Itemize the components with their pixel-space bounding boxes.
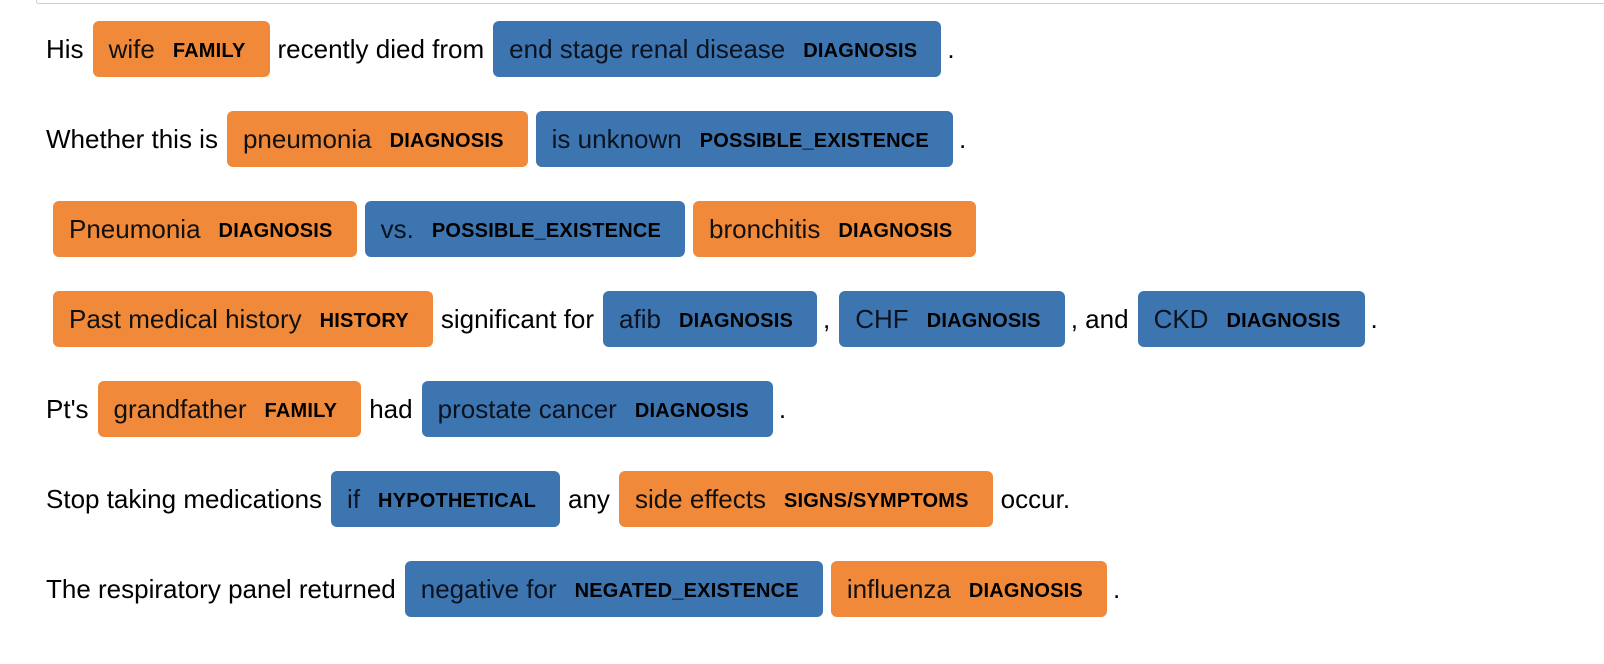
entity-label: DIAGNOSIS xyxy=(389,129,504,152)
sentence-row: Stop taking medications if HYPOTHETICAL any… xyxy=(46,470,1604,528)
entity-span[interactable]: if HYPOTHETICAL xyxy=(331,471,561,527)
entity-span[interactable]: afib DIAGNOSIS xyxy=(603,291,818,347)
entity-span[interactable]: CKD DIAGNOSIS xyxy=(1137,291,1365,347)
punctuation-text: , xyxy=(823,304,831,334)
sentence-row: Pneumonia DIAGNOSIS vs. POSSIBLE_EXISTENCE b… xyxy=(46,200,1604,258)
entity-text: afib xyxy=(619,303,661,334)
sentence-text: significant for xyxy=(440,304,595,334)
entity-span[interactable]: Past medical history HISTORY xyxy=(53,291,433,347)
sentence-row: Past medical history HISTORY significant f… xyxy=(46,290,1604,348)
entity-text: prostate cancer xyxy=(437,393,617,424)
entity-span[interactable]: CHF DIAGNOSIS xyxy=(839,291,1065,347)
entity-label: DIAGNOSIS xyxy=(678,309,794,332)
punctuation-text: . xyxy=(958,124,967,154)
sentence-text: His xyxy=(46,34,84,64)
sentence-text: any xyxy=(568,484,610,514)
entity-span[interactable]: Pneumonia DIAGNOSIS xyxy=(53,201,357,257)
sentence-row: Whether this is pneumonia DIAGNOSIS is unkn… xyxy=(46,110,1604,168)
entity-text: end stage renal disease xyxy=(509,33,786,64)
output-container-border xyxy=(36,0,1604,4)
entity-label: DIAGNOSIS xyxy=(838,219,953,242)
entity-span[interactable]: side effects SIGNS/SYMPTOMS xyxy=(618,471,993,527)
sentence-text: The respiratory panel returned xyxy=(46,574,396,604)
entity-span[interactable]: pneumonia DIAGNOSIS xyxy=(226,111,528,167)
entity-label: DIAGNOSIS xyxy=(218,219,333,242)
entity-span[interactable]: influenza DIAGNOSIS xyxy=(830,561,1107,617)
entity-label: HYPOTHETICAL xyxy=(378,489,537,512)
entity-text: pneumonia xyxy=(242,123,372,154)
entity-label: DIAGNOSIS xyxy=(803,39,918,62)
entity-label: DIAGNOSIS xyxy=(926,309,1041,332)
sentence-text: Whether this is xyxy=(46,124,218,154)
entity-label: DIAGNOSIS xyxy=(1226,309,1341,332)
entity-text: CHF xyxy=(855,303,909,334)
entity-span[interactable]: grandfather FAMILY xyxy=(97,381,362,437)
entity-label: POSSIBLE_EXISTENCE xyxy=(431,219,662,242)
entity-text: Pneumonia xyxy=(69,213,201,244)
sentence-text: occur. xyxy=(1000,484,1071,514)
entity-label: FAMILY xyxy=(172,39,246,62)
sentence-row: His wife FAMILY recently died from end stage… xyxy=(46,20,1604,78)
entity-text: if xyxy=(347,483,361,514)
entity-span[interactable]: vs. POSSIBLE_EXISTENCE xyxy=(364,201,686,257)
sentence-row: Pt's grandfather FAMILY had prostate cancer D… xyxy=(46,380,1604,438)
entity-text: side effects xyxy=(634,483,766,514)
entity-text: negative for xyxy=(420,573,557,604)
punctuation-text: . xyxy=(1370,304,1378,334)
entity-label: DIAGNOSIS xyxy=(634,399,749,422)
entity-text: vs. xyxy=(380,213,414,244)
entity-label: SIGNS/SYMPTOMS xyxy=(783,489,969,512)
sentence-row: The respiratory panel returned negative f… xyxy=(46,560,1604,618)
entity-label: HISTORY xyxy=(319,309,409,332)
entity-span[interactable]: prostate cancer DIAGNOSIS xyxy=(421,381,773,437)
entity-text: bronchitis xyxy=(709,213,821,244)
entity-span[interactable]: negative for NEGATED_EXISTENCE xyxy=(404,561,823,617)
entity-label: DIAGNOSIS xyxy=(968,579,1083,602)
sentence-text: Pt's xyxy=(46,394,89,424)
punctuation-text: . xyxy=(778,394,787,424)
entity-text: Past medical history xyxy=(69,303,302,334)
entity-label: NEGATED_EXISTENCE xyxy=(574,579,799,602)
entity-text: CKD xyxy=(1153,303,1209,334)
entity-span[interactable]: bronchitis DIAGNOSIS xyxy=(693,201,977,257)
entity-text: grandfather xyxy=(113,393,247,424)
punctuation-text: , and xyxy=(1070,304,1129,334)
entity-span[interactable]: is unknown POSSIBLE_EXISTENCE xyxy=(535,111,953,167)
sentence-text: had xyxy=(369,394,413,424)
entity-text: is unknown xyxy=(551,123,682,154)
entity-span[interactable]: end stage renal disease DIAGNOSIS xyxy=(493,21,942,77)
entity-text: influenza xyxy=(846,573,951,604)
sentence-text: recently died from xyxy=(277,34,485,64)
entity-visualization: His wife FAMILY recently died from end stage… xyxy=(46,20,1604,618)
entity-label: POSSIBLE_EXISTENCE xyxy=(699,129,929,152)
entity-label: FAMILY xyxy=(264,399,338,422)
punctuation-text: . xyxy=(1112,574,1121,604)
entity-span[interactable]: wife FAMILY xyxy=(92,21,270,77)
sentence-text: Stop taking medications xyxy=(46,484,323,514)
entity-text: wife xyxy=(108,33,155,64)
punctuation-text: . xyxy=(947,34,955,64)
